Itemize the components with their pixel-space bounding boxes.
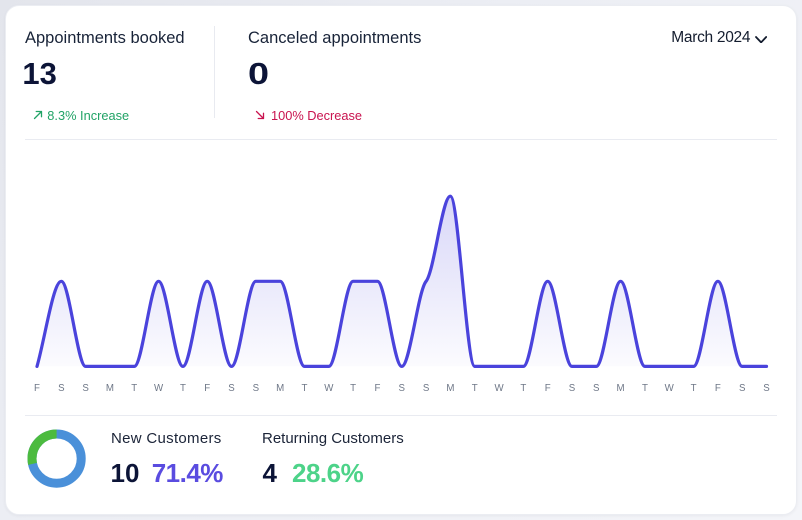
svg-text:T: T: [302, 383, 308, 394]
svg-text:F: F: [715, 383, 721, 394]
svg-text:T: T: [691, 383, 697, 394]
svg-text:F: F: [545, 383, 551, 394]
svg-text:M: M: [106, 383, 114, 394]
svg-text:F: F: [374, 383, 380, 394]
svg-text:M: M: [446, 383, 454, 394]
svg-text:W: W: [665, 383, 675, 394]
svg-text:T: T: [350, 383, 356, 394]
svg-text:F: F: [204, 383, 210, 394]
svg-text:T: T: [642, 383, 648, 394]
svg-text:S: S: [399, 383, 406, 394]
svg-text:S: S: [739, 383, 746, 394]
svg-text:W: W: [154, 383, 164, 394]
svg-text:S: S: [423, 383, 430, 394]
svg-text:M: M: [276, 383, 284, 394]
svg-text:S: S: [763, 383, 770, 394]
svg-text:S: S: [253, 383, 260, 394]
svg-text:S: S: [593, 383, 600, 394]
svg-text:M: M: [617, 383, 625, 394]
svg-text:W: W: [494, 383, 504, 394]
svg-text:S: S: [82, 383, 89, 394]
svg-text:T: T: [472, 383, 478, 394]
svg-text:S: S: [58, 383, 65, 394]
svg-text:S: S: [569, 383, 576, 394]
svg-text:F: F: [34, 383, 40, 394]
svg-text:S: S: [228, 383, 235, 394]
svg-text:T: T: [180, 383, 186, 394]
svg-text:T: T: [131, 383, 137, 394]
svg-text:T: T: [520, 383, 526, 394]
svg-text:W: W: [324, 383, 334, 394]
